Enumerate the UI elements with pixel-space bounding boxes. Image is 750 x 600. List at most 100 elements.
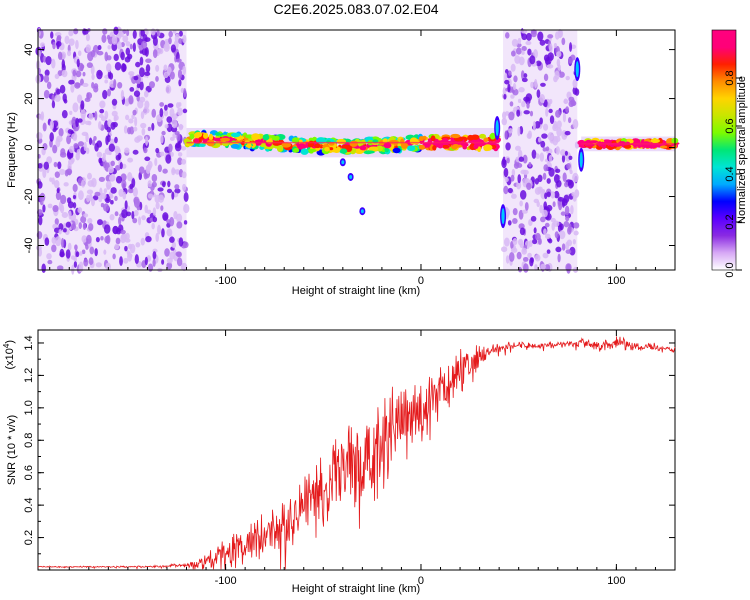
spectrogram-y-tick-label: -20 — [23, 189, 35, 205]
spectrogram-panel: -100 0 100 -40 -20 0 20 40 Height of straight l… — [6, 26, 680, 297]
noise-speck — [176, 257, 183, 267]
noise-speck — [59, 251, 65, 258]
noise-speck — [541, 209, 548, 218]
noise-speck — [63, 98, 68, 104]
signal-blob — [272, 135, 280, 141]
noise-speck — [52, 41, 56, 50]
noise-speck — [127, 127, 132, 135]
noise-speck — [76, 58, 80, 68]
noise-speck — [112, 253, 116, 260]
noise-speck — [515, 145, 521, 151]
noise-speck — [55, 191, 62, 201]
noise-speck — [51, 58, 56, 69]
noise-speck — [534, 232, 541, 241]
noise-speck — [76, 148, 81, 156]
noise-speck — [86, 92, 90, 100]
noise-speck — [49, 132, 54, 142]
noise-speck — [157, 164, 162, 173]
noise-speck — [553, 190, 560, 199]
noise-speck — [81, 179, 86, 188]
noise-speck — [145, 235, 152, 243]
noise-speck — [549, 43, 553, 53]
noise-speck — [537, 137, 542, 143]
noise-speck — [86, 62, 93, 69]
noise-speck — [110, 122, 116, 130]
noise-speck — [109, 174, 116, 182]
noise-speck — [169, 136, 175, 142]
noise-speck — [510, 50, 516, 57]
noise-speck — [54, 94, 61, 102]
signal-blob — [357, 140, 364, 147]
noise-speck — [183, 220, 188, 225]
noise-speck — [70, 223, 76, 230]
noise-speck — [140, 111, 145, 120]
noise-speck — [95, 262, 102, 268]
noise-speck — [574, 189, 580, 198]
noise-speck — [511, 168, 516, 177]
noise-speck — [180, 146, 187, 151]
noise-speck — [533, 227, 537, 234]
noise-speck — [154, 158, 158, 167]
snr-y-tick-label: 0.4 — [23, 497, 35, 512]
noise-speck — [137, 216, 142, 226]
noise-speck — [183, 192, 189, 202]
noise-speck — [99, 100, 106, 109]
noise-speck — [162, 212, 169, 221]
noise-speck — [561, 37, 566, 46]
noise-speck — [108, 143, 116, 152]
noise-speck — [507, 187, 513, 194]
colorbar: 0.0 0.2 0.4 0.6 0.8 Normalized spectral ampl… — [711, 29, 748, 278]
noise-speck — [521, 33, 528, 41]
signal-blob — [636, 141, 643, 148]
noise-speck — [95, 237, 100, 243]
noise-speck — [164, 40, 170, 50]
noise-speck — [539, 94, 545, 103]
chart-title: C2E6.2025.083.07.02.E04 — [273, 1, 438, 17]
noise-speck — [543, 73, 549, 82]
noise-speck — [178, 237, 184, 247]
noise-speck — [124, 238, 131, 243]
noise-speck — [58, 128, 64, 137]
noise-speck — [80, 63, 84, 72]
noise-speck — [562, 112, 566, 123]
noise-speck — [85, 147, 90, 155]
noise-speck — [59, 204, 65, 214]
noise-speck — [83, 141, 87, 152]
noise-speck — [46, 156, 53, 164]
noise-speck — [570, 204, 574, 215]
noise-speck — [148, 81, 155, 89]
noise-speck — [163, 73, 169, 79]
noise-speck — [182, 108, 188, 114]
signal-blob — [400, 142, 409, 149]
noise-speck — [564, 181, 569, 188]
noise-speck — [572, 119, 579, 129]
noise-speck — [175, 251, 182, 257]
noise-speck — [517, 37, 522, 45]
noise-speck — [126, 53, 133, 60]
noise-speck — [573, 230, 579, 236]
noise-speck — [565, 75, 570, 81]
noise-speck — [97, 219, 103, 226]
noise-speck — [35, 132, 43, 140]
noise-speck — [61, 69, 68, 78]
noise-speck — [509, 101, 514, 107]
noise-speck — [96, 69, 103, 80]
noise-speck — [82, 71, 86, 77]
signal-blob — [432, 145, 437, 151]
feature-blob-core — [349, 174, 353, 179]
noise-speck — [181, 171, 187, 179]
noise-speck — [90, 50, 96, 58]
noise-speck — [54, 236, 62, 247]
noise-speck — [88, 257, 94, 266]
noise-speck — [38, 215, 43, 226]
colorbar-label: Normalized spectral amplitude — [736, 76, 748, 224]
noise-speck — [167, 180, 171, 188]
signal-blob — [452, 143, 460, 149]
signal-blob — [300, 148, 309, 155]
noise-speck — [132, 187, 138, 197]
noise-speck — [544, 264, 551, 272]
noise-speck — [103, 224, 111, 234]
noise-speck — [83, 258, 89, 267]
noise-speck — [73, 28, 79, 35]
signal-blob — [276, 145, 284, 153]
